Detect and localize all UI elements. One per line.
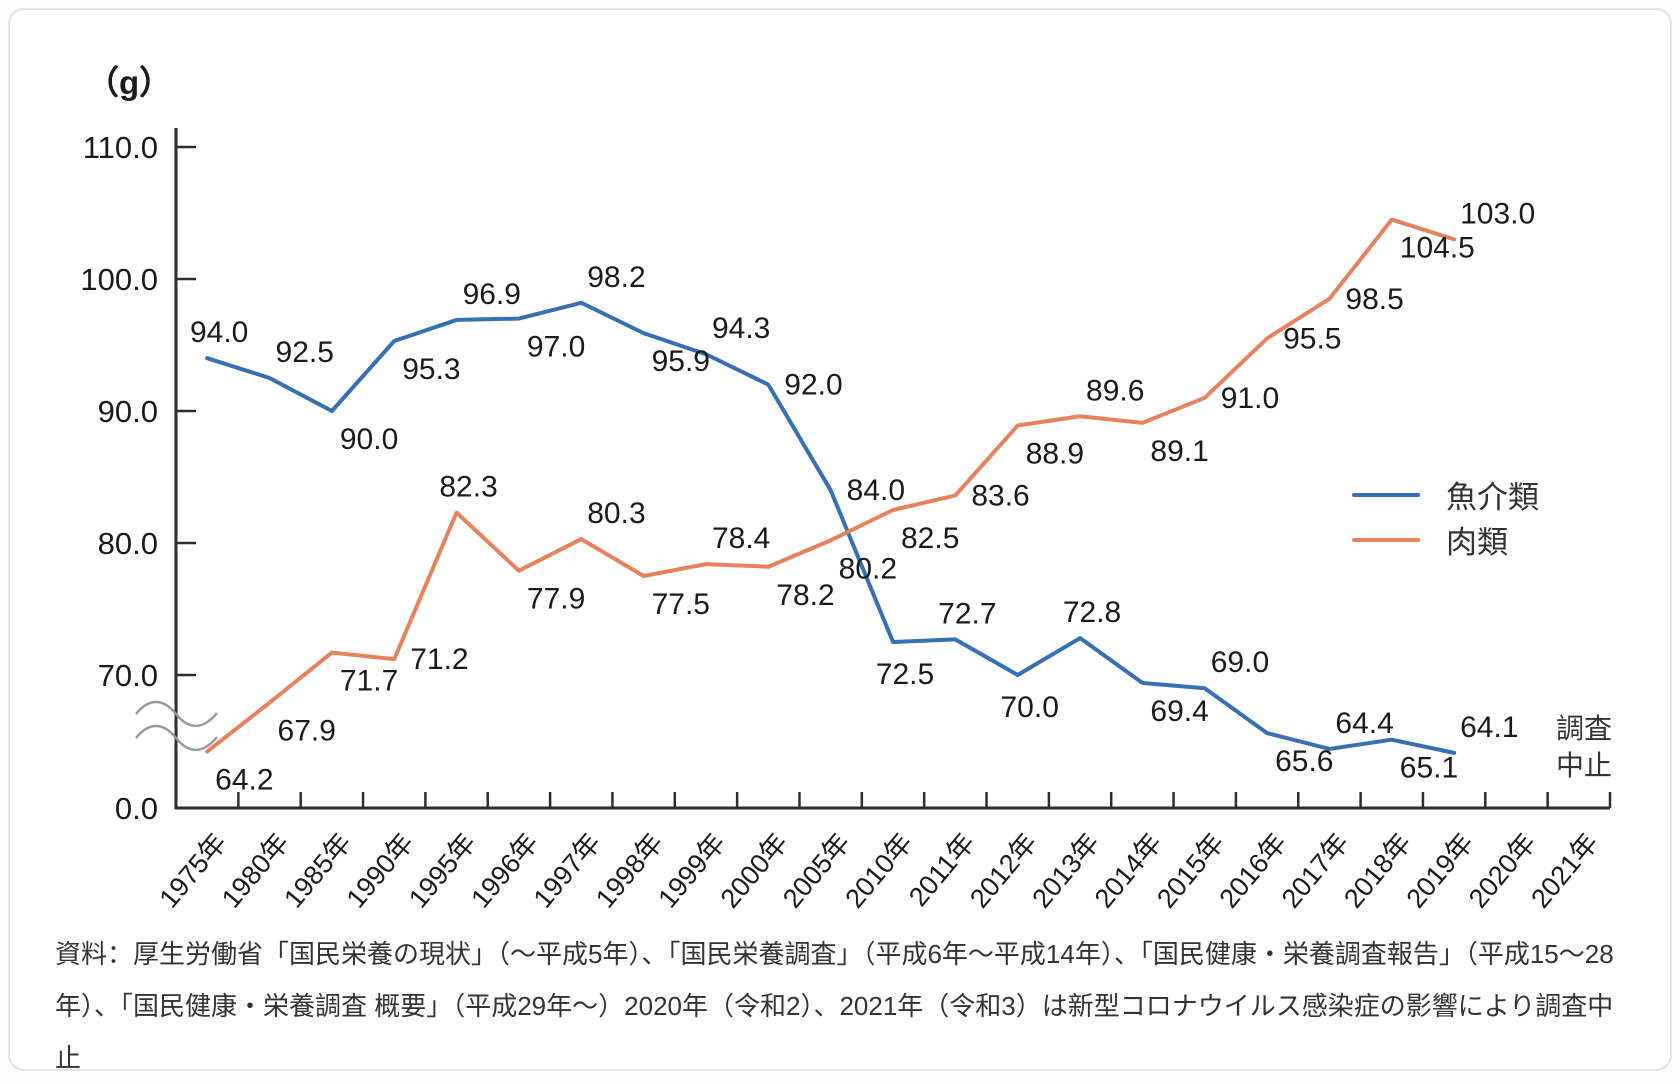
- data-label: 77.5: [652, 588, 710, 621]
- data-label: 71.2: [410, 643, 468, 676]
- data-label: 64.1: [1460, 711, 1518, 744]
- data-label: 64.4: [1335, 707, 1393, 740]
- x-tick-label: 2000年: [715, 828, 794, 914]
- source-note: 資料：厚生労働省「国民栄養の現状」（～平成5年）、「国民栄養調査」（平成6年～平…: [55, 928, 1625, 1084]
- x-tick-label: 2021年: [1525, 828, 1604, 914]
- data-label: 78.4: [712, 522, 770, 555]
- data-label: 88.9: [1026, 438, 1084, 471]
- y-tick-label: 70.0: [98, 658, 158, 693]
- data-label: 65.1: [1400, 752, 1458, 785]
- x-tick-label: 2014年: [1089, 828, 1168, 914]
- legend-label-fish: 魚介類: [1446, 480, 1539, 515]
- data-label: 96.9: [463, 278, 521, 311]
- survey-cancelled-line2: 中止: [1555, 750, 1612, 781]
- x-tick-label: 2016年: [1213, 828, 1292, 914]
- x-tick-label: 1990年: [341, 828, 420, 914]
- data-label: 92.0: [784, 369, 842, 402]
- x-tick-label: 2013年: [1026, 828, 1105, 914]
- data-label: 95.9: [652, 345, 710, 378]
- data-label: 67.9: [278, 715, 336, 748]
- data-label: 72.8: [1063, 596, 1121, 629]
- survey-cancelled-note: 調査 中止: [1544, 710, 1624, 784]
- x-tick-label: 2015年: [1151, 828, 1230, 914]
- data-label: 82.5: [901, 522, 959, 555]
- data-label: 83.6: [971, 479, 1029, 512]
- source-line2: 年）、「国民健康・栄養調査 概要」（平成29年～）2020年（令和2）、2021…: [55, 991, 1614, 1073]
- data-label: 80.3: [587, 497, 645, 530]
- data-label: 78.2: [776, 579, 834, 612]
- x-tick-label: 1996年: [465, 828, 544, 914]
- data-label: 82.3: [439, 471, 497, 504]
- meat-line-swatch: [1352, 537, 1420, 542]
- x-tick-label: 1985年: [278, 828, 357, 914]
- x-tick-label: 2017年: [1276, 828, 1355, 914]
- x-tick-label: 2012年: [964, 828, 1043, 914]
- data-label: 104.5: [1400, 232, 1475, 265]
- fish-line-swatch: [1352, 492, 1420, 497]
- data-label: 64.2: [215, 764, 273, 797]
- legend-item-meat: 肉類: [1352, 523, 1539, 560]
- y-tick-label: 80.0: [98, 526, 158, 561]
- y-tick-label: 110.0: [83, 130, 158, 165]
- data-label: 65.6: [1275, 745, 1333, 778]
- x-tick-label: 1998年: [590, 828, 669, 914]
- data-label: 91.0: [1221, 382, 1279, 415]
- data-label: 72.5: [876, 658, 934, 691]
- data-label: 97.0: [527, 331, 585, 364]
- y-origin-label: 0.0: [115, 791, 158, 826]
- data-label: 69.0: [1211, 646, 1269, 679]
- source-line1: 資料：厚生労働省「国民栄養の現状」（～平成5年）、「国民栄養調査」（平成6年～平…: [55, 939, 1614, 969]
- x-tick-label: 1999年: [652, 828, 731, 914]
- x-tick-label: 2005年: [777, 828, 856, 914]
- x-tick-label: 1995年: [403, 828, 482, 914]
- data-label: 69.4: [1150, 695, 1208, 728]
- x-tick-label: 2018年: [1338, 828, 1417, 914]
- data-label: 98.2: [587, 261, 645, 294]
- x-tick-label: 2010年: [839, 828, 918, 914]
- fish-line: [205, 300, 1457, 755]
- data-label: 94.3: [712, 312, 770, 345]
- data-label: 103.0: [1460, 197, 1535, 230]
- data-label: 70.0: [1001, 691, 1059, 724]
- x-tick-label: 1975年: [154, 828, 233, 914]
- data-label: 89.1: [1150, 435, 1208, 468]
- y-tick-label: 90.0: [98, 394, 158, 429]
- legend-label-meat: 肉類: [1446, 525, 1508, 560]
- x-tick-label: 2020年: [1463, 828, 1542, 914]
- data-label: 95.3: [402, 353, 460, 386]
- y-axis-unit-label: （g）: [86, 64, 173, 101]
- data-label: 95.5: [1283, 322, 1341, 355]
- data-label: 94.0: [190, 316, 248, 349]
- data-label: 98.5: [1345, 283, 1403, 316]
- data-label: 84.0: [847, 474, 905, 507]
- x-tick-label: 2019年: [1400, 828, 1479, 914]
- data-label: 71.7: [340, 665, 398, 698]
- data-label: 77.9: [527, 583, 585, 616]
- meat-series: 64.267.971.7 71.2 82.3 77.9 80.3 77.578.478.2…: [205, 197, 1535, 797]
- x-tick-label: 1980年: [216, 828, 295, 914]
- y-tick-label: 100.0: [80, 262, 158, 297]
- meat-line: [205, 217, 1457, 754]
- data-label: 72.7: [938, 597, 996, 630]
- survey-cancelled-line1: 調査: [1555, 713, 1612, 744]
- fish-series: 94.0 92.5 90.0 95.3 96.997.0 98.2 95.994.3 92.0…: [190, 261, 1519, 785]
- legend-item-fish: 魚介類: [1352, 478, 1539, 515]
- data-label: 92.5: [276, 336, 334, 369]
- x-tick-label: 1997年: [528, 828, 607, 914]
- axis-break-icon: [135, 700, 218, 752]
- data-label: 80.2: [839, 552, 897, 585]
- data-label: 90.0: [340, 423, 398, 456]
- data-label: 89.6: [1086, 374, 1144, 407]
- legend: 魚介類 肉類: [1352, 478, 1539, 560]
